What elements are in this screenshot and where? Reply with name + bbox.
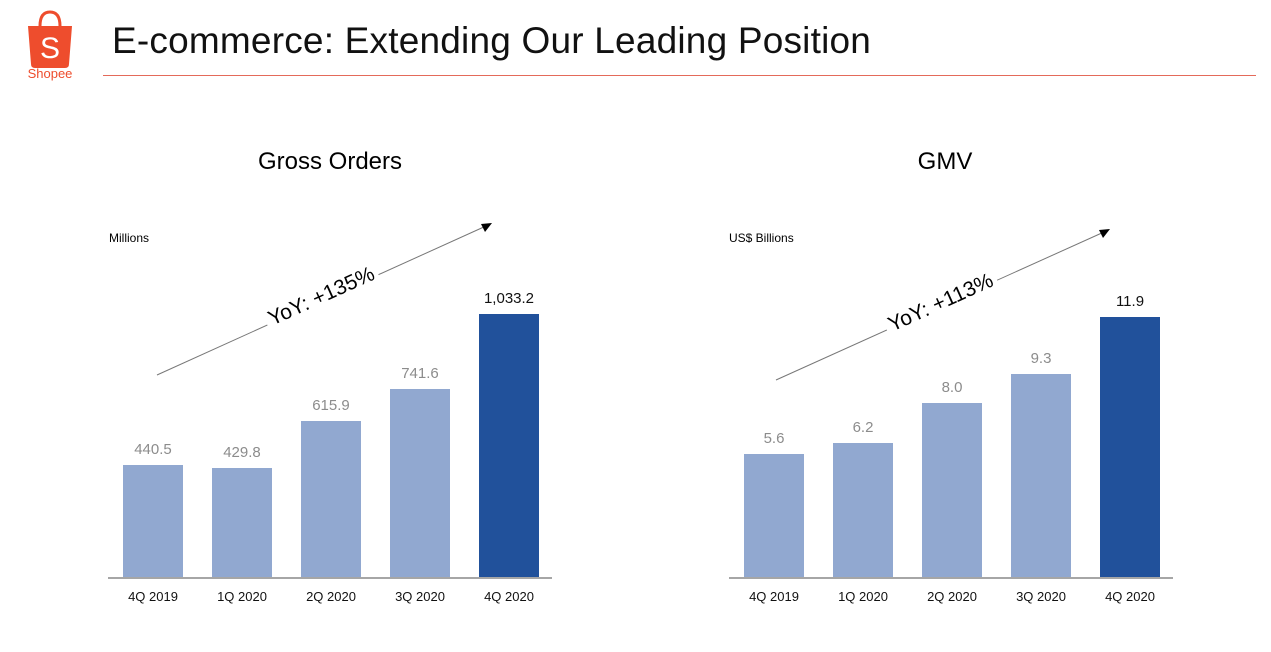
category-label: 2Q 2020 bbox=[306, 589, 356, 604]
logo-text: Shopee bbox=[27, 66, 73, 81]
category-label: 2Q 2020 bbox=[927, 589, 977, 604]
value-label: 1,033.2 bbox=[483, 290, 535, 307]
category-label: 1Q 2020 bbox=[838, 589, 888, 604]
value-label: 9.3 bbox=[1030, 350, 1052, 367]
bar-3q2020 bbox=[390, 389, 450, 577]
svg-text:S: S bbox=[40, 32, 60, 65]
category-label: 4Q 2020 bbox=[484, 589, 534, 604]
page-title: E-commerce: Extending Our Leading Positi… bbox=[112, 20, 872, 61]
chart-title: Gross Orders bbox=[257, 148, 403, 175]
value-label: 6.2 bbox=[852, 419, 874, 436]
bar-4q2019 bbox=[123, 465, 183, 577]
shopee-bag-icon: S bbox=[28, 10, 72, 68]
bar-4q2019 bbox=[744, 454, 804, 577]
category-label: 4Q 2020 bbox=[1105, 589, 1155, 604]
chart-title: GMV bbox=[917, 148, 973, 175]
title-divider bbox=[103, 75, 1256, 76]
unit-label: US$ Billions bbox=[729, 231, 794, 245]
category-label: 1Q 2020 bbox=[217, 589, 267, 604]
category-label: 3Q 2020 bbox=[1016, 589, 1066, 604]
value-label: 615.9 bbox=[312, 397, 350, 414]
value-label: 741.6 bbox=[401, 365, 439, 382]
value-label: 5.6 bbox=[763, 430, 785, 447]
bar-4q2020 bbox=[479, 314, 539, 577]
category-label: 4Q 2019 bbox=[749, 589, 799, 604]
bar-3q2020 bbox=[1011, 374, 1071, 577]
bar-1q2020 bbox=[212, 468, 272, 577]
unit-label: Millions bbox=[109, 231, 150, 245]
bar-2q2020 bbox=[922, 403, 982, 577]
x-axis bbox=[108, 577, 552, 579]
value-label: 429.8 bbox=[223, 444, 261, 461]
value-label: 8.0 bbox=[941, 379, 963, 396]
value-label: 11.9 bbox=[1115, 293, 1145, 310]
category-label: 3Q 2020 bbox=[395, 589, 445, 604]
value-label: 440.5 bbox=[134, 441, 172, 458]
category-label: 4Q 2019 bbox=[128, 589, 178, 604]
bar-2q2020 bbox=[301, 421, 361, 577]
bar-1q2020 bbox=[833, 443, 893, 577]
x-axis bbox=[729, 577, 1173, 579]
bar-4q2020 bbox=[1100, 317, 1160, 577]
